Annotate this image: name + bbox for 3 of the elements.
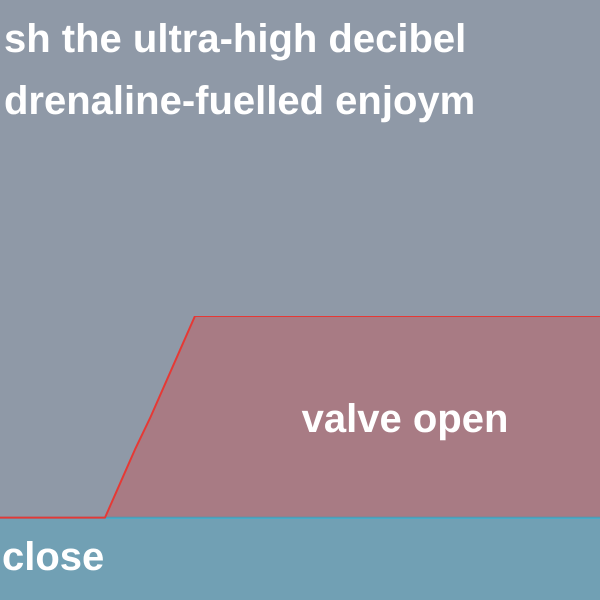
series-label: valve open	[302, 396, 508, 441]
series-label: close	[2, 534, 104, 579]
chart-title: sh the ultra-high decibel drenaline-fuelled enjoym	[4, 16, 476, 125]
